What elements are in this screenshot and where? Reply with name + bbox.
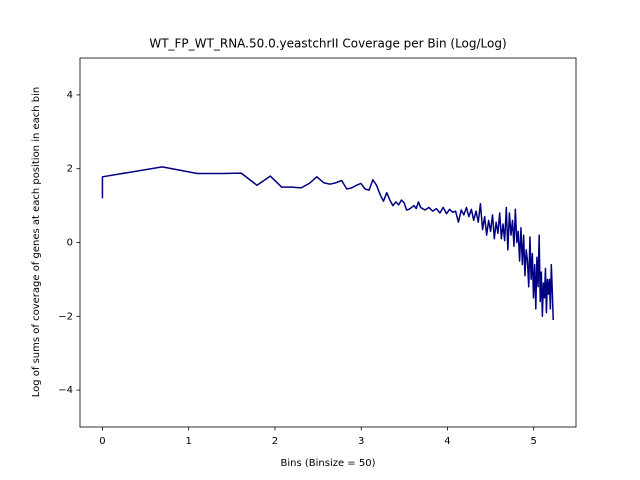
y-tick-label: −2 — [58, 311, 73, 322]
y-tick-label: 2 — [67, 164, 73, 175]
x-tick-label: 1 — [186, 436, 192, 447]
y-tick-label: 4 — [67, 90, 73, 101]
x-tick-label: 0 — [99, 436, 105, 447]
x-axis-label: Bins (Binsize = 50) — [281, 458, 376, 469]
data-line — [101, 166, 554, 321]
x-tick-label: 2 — [272, 436, 278, 447]
y-tick-label: −4 — [58, 385, 73, 396]
chart-title: WT_FP_WT_RNA.50.0.yeastchrII Coverage pe… — [149, 37, 506, 51]
x-tick-label: 5 — [531, 436, 537, 447]
y-axis-label: Log of sums of coverage of genes at each… — [31, 87, 42, 398]
y-tick-label: 0 — [67, 238, 73, 249]
x-tick-label: 4 — [444, 436, 450, 447]
axes-frame — [79, 57, 577, 428]
x-tick-label: 3 — [358, 436, 364, 447]
